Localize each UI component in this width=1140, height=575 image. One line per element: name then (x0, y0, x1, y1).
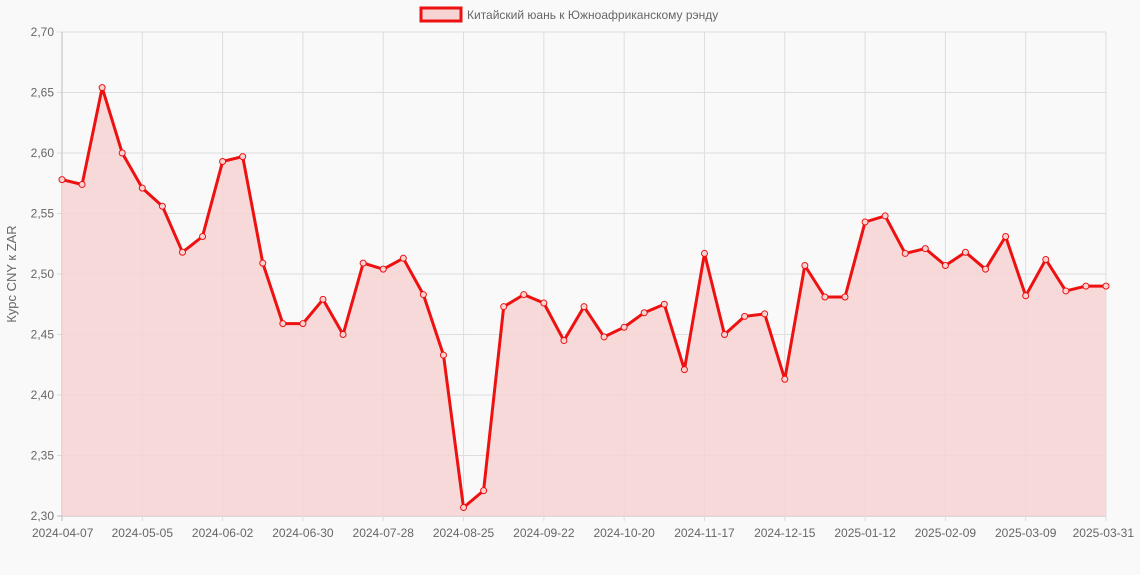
data-point[interactable] (961, 248, 969, 256)
y-tick-label: 2,45 (31, 328, 55, 342)
legend-swatch[interactable] (419, 6, 463, 23)
data-point[interactable] (1022, 292, 1030, 300)
data-point[interactable] (861, 218, 869, 226)
data-point[interactable] (118, 149, 126, 157)
y-axis: 2,30 2,35 2,40 2,45 2,50 2,55 2,60 2,65 2,70 (31, 25, 55, 523)
y-tick-label: 2,40 (31, 388, 55, 402)
data-point[interactable] (439, 351, 447, 359)
y-tick-label: 2,50 (31, 267, 55, 281)
y-tick-label: 2,35 (31, 449, 55, 463)
x-tick-label: 2024-06-02 (192, 526, 254, 540)
x-tick-label: 2024-05-05 (112, 526, 174, 540)
data-point[interactable] (901, 249, 909, 257)
data-point[interactable] (1082, 282, 1090, 290)
data-point[interactable] (881, 212, 889, 220)
data-point[interactable] (680, 366, 688, 374)
data-point[interactable] (339, 331, 347, 338)
data-point[interactable] (480, 487, 488, 495)
data-point[interactable] (219, 157, 227, 165)
data-point[interactable] (982, 265, 990, 273)
data-point[interactable] (199, 232, 207, 240)
data-point[interactable] (319, 295, 327, 303)
data-point[interactable] (1042, 255, 1050, 263)
data-point[interactable] (1002, 232, 1010, 240)
data-point[interactable] (1062, 287, 1070, 295)
data-point[interactable] (781, 375, 789, 383)
data-point[interactable] (941, 262, 949, 270)
area-fill (62, 87, 1106, 516)
data-point[interactable] (399, 254, 407, 262)
data-point[interactable] (1102, 282, 1110, 290)
data-points (58, 84, 1110, 512)
area-layer (61, 86, 1106, 516)
data-point[interactable] (419, 291, 427, 299)
data-point[interactable] (821, 293, 829, 301)
x-tick-label: 2024-09-22 (513, 526, 575, 540)
data-point[interactable] (259, 259, 267, 267)
data-point[interactable] (640, 309, 648, 317)
data-point[interactable] (600, 333, 608, 341)
data-point[interactable] (921, 245, 929, 253)
y-tick-label: 2,55 (31, 207, 55, 221)
data-point[interactable] (138, 184, 146, 192)
x-tick-label: 2024-08-25 (433, 526, 495, 540)
data-point[interactable] (801, 262, 809, 270)
x-tick-label: 2025-01-12 (834, 526, 896, 540)
data-point[interactable] (700, 249, 708, 257)
data-point[interactable] (98, 84, 106, 92)
data-point[interactable] (279, 320, 287, 328)
data-point[interactable] (761, 310, 769, 318)
legend[interactable]: Китайский юань к Южноафриканскому рэнду (419, 6, 718, 23)
x-axis: 2024-04-07 2024-05-05 2024-06-02 2024-06-30… (32, 526, 1134, 540)
y-axis-label: Курс CNY к ZAR (4, 225, 19, 322)
x-tick-label: 2024-07-28 (353, 526, 415, 540)
y-tick-label: 2,65 (31, 86, 55, 100)
data-point[interactable] (379, 265, 387, 273)
data-point[interactable] (660, 300, 668, 308)
y-tick-label: 2,60 (31, 146, 55, 160)
data-point[interactable] (500, 303, 508, 311)
data-point[interactable] (78, 180, 86, 188)
data-point[interactable] (721, 331, 729, 338)
data-point[interactable] (580, 303, 588, 311)
x-tick-label: 2024-06-30 (272, 526, 334, 540)
data-point[interactable] (239, 153, 247, 161)
data-point[interactable] (158, 202, 166, 210)
x-tick-label: 2025-03-31 (1073, 526, 1135, 540)
y-tick-label: 2,70 (31, 25, 55, 39)
x-tick-label: 2025-03-09 (995, 526, 1057, 540)
x-tick-label: 2024-11-17 (674, 526, 735, 540)
x-tick-label: 2024-12-15 (754, 526, 816, 540)
x-tick-label: 2024-10-20 (593, 526, 655, 540)
y-tick-label: 2,30 (31, 509, 55, 523)
data-point[interactable] (620, 323, 628, 331)
x-tick-label: 2025-02-09 (915, 526, 977, 540)
data-point[interactable] (540, 299, 548, 307)
data-point[interactable] (359, 259, 367, 267)
legend-label[interactable]: Китайский юань к Южноафриканскому рэнду (467, 8, 718, 22)
data-point[interactable] (58, 176, 66, 184)
data-point[interactable] (299, 320, 307, 328)
data-point[interactable] (741, 312, 749, 320)
data-point[interactable] (178, 248, 186, 256)
x-tick-label: 2024-04-07 (32, 526, 94, 540)
data-point[interactable] (841, 293, 849, 301)
data-point[interactable] (460, 504, 468, 512)
data-point[interactable] (560, 337, 568, 345)
data-point[interactable] (520, 291, 528, 299)
